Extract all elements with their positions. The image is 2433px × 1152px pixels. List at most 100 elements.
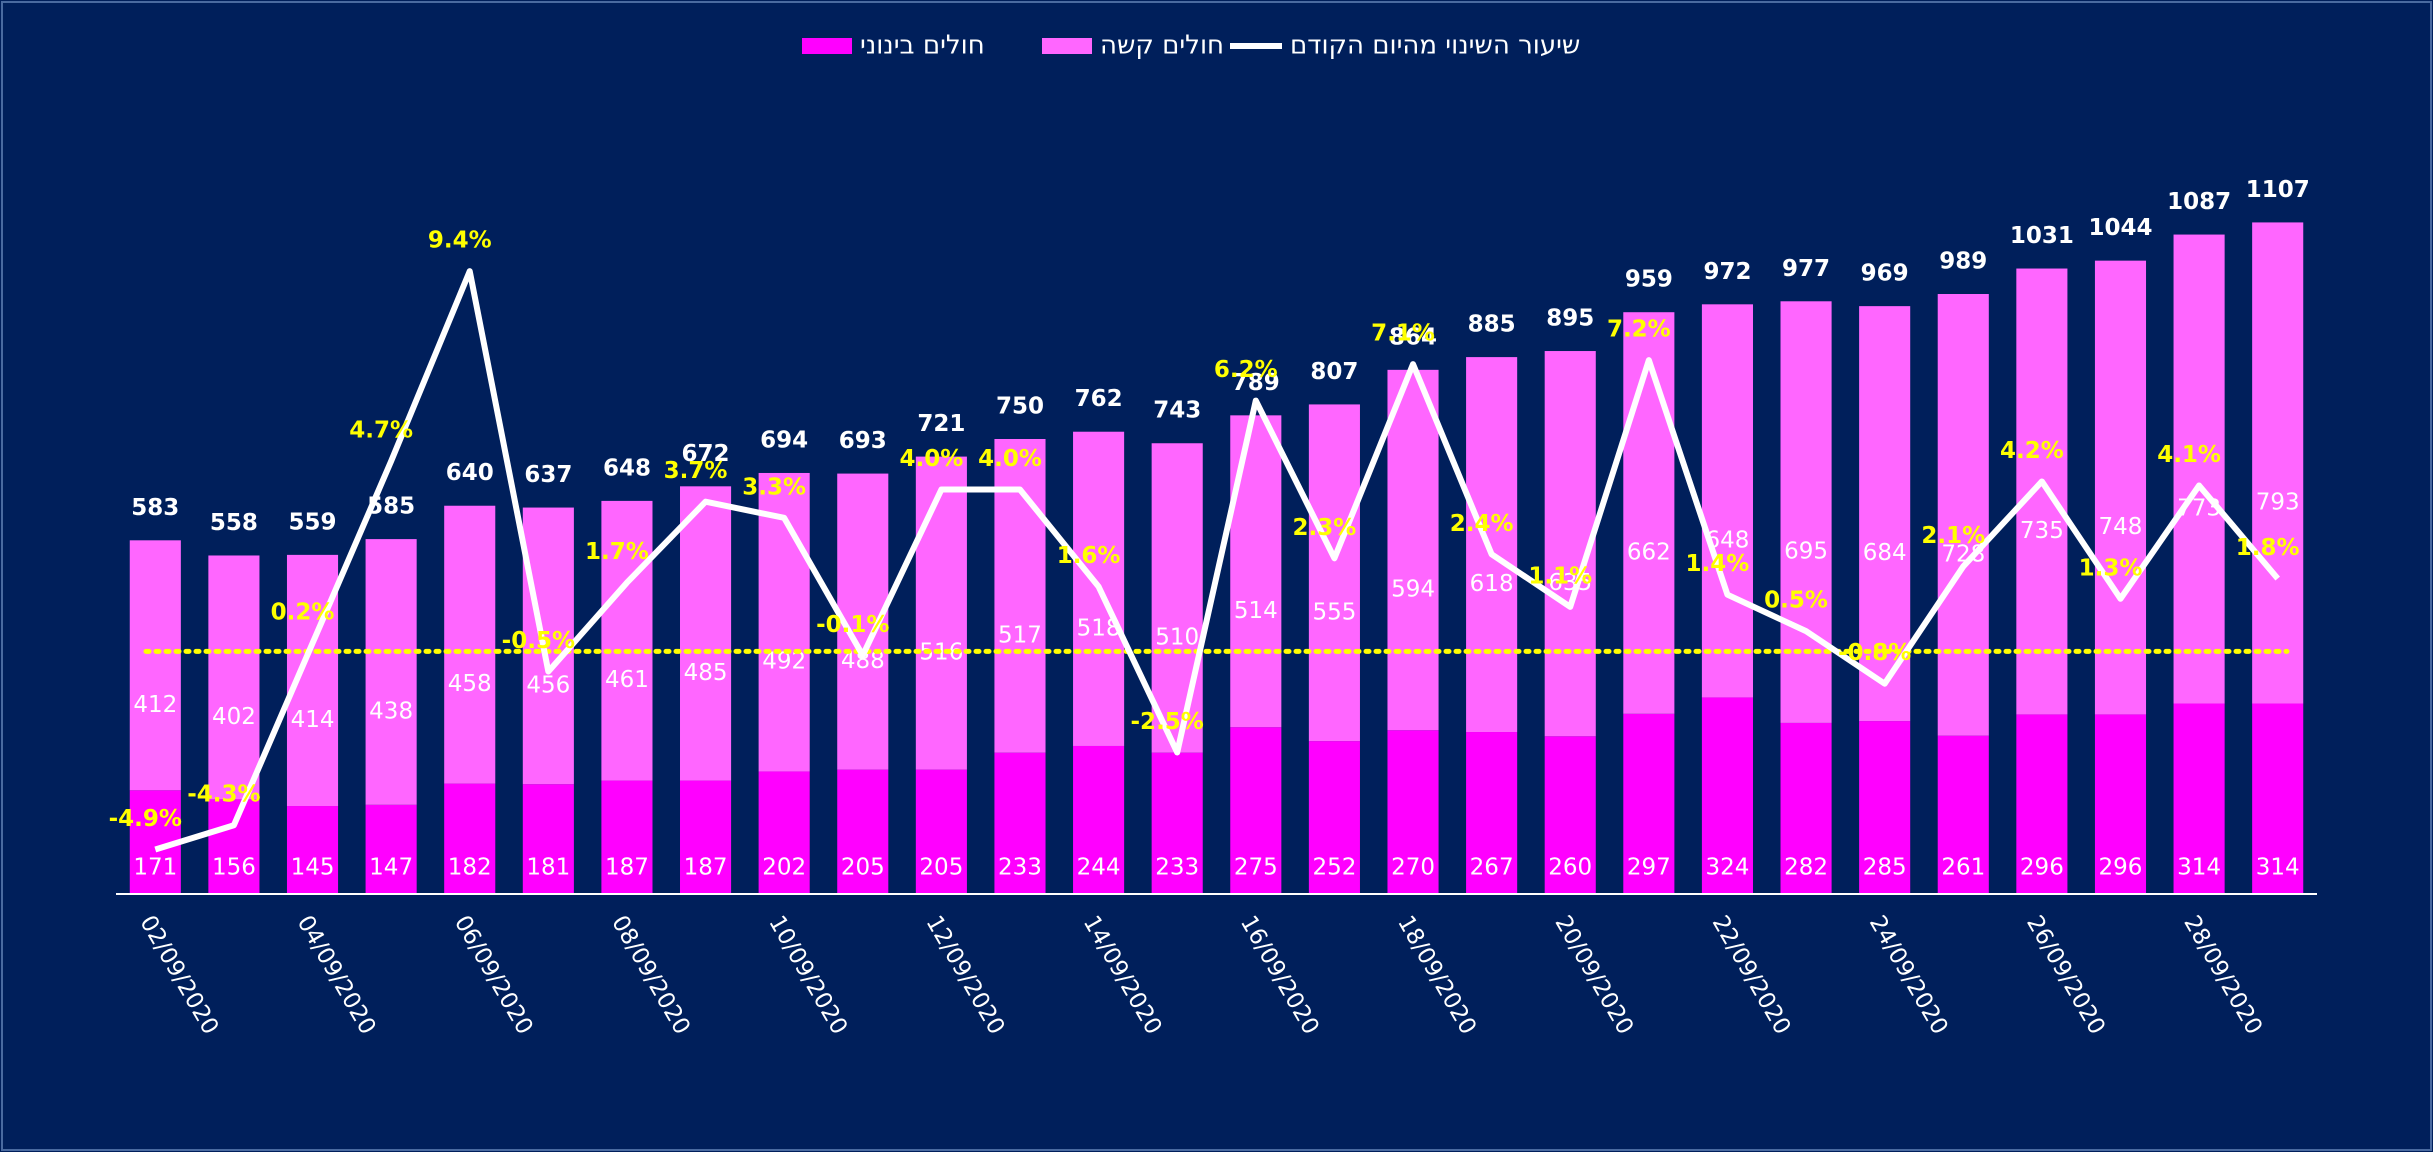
change-label: 0.5% — [1764, 588, 1828, 614]
bar-moderate — [994, 752, 1046, 894]
bar-severe — [2016, 268, 2068, 715]
change-label: 9.4% — [428, 228, 492, 254]
bar-moderate — [1230, 727, 1282, 894]
legend-swatch — [802, 38, 852, 54]
change-label: 4.7% — [349, 418, 413, 444]
bar-severe — [522, 507, 574, 785]
total-label: 969 — [1861, 261, 1909, 287]
legend-label: חולים בינוני — [860, 31, 985, 61]
bar-moderate — [1937, 735, 1989, 894]
total-label: 807 — [1310, 359, 1358, 385]
severe-label: 402 — [212, 704, 256, 730]
total-label: 864 — [1389, 324, 1437, 350]
severe-label: 461 — [605, 667, 649, 693]
change-label: 2.3% — [1293, 515, 1357, 541]
severe-label: 793 — [2256, 489, 2300, 515]
total-label: 972 — [1703, 259, 1751, 285]
moderate-label: 252 — [1312, 855, 1356, 881]
moderate-label: 182 — [448, 855, 492, 881]
total-label: 583 — [131, 495, 179, 521]
moderate-label: 171 — [133, 855, 177, 881]
x-tick-label: 24/09/2020 — [1864, 911, 1953, 1039]
change-line — [154, 268, 2280, 853]
change-label: -0.8% — [1838, 640, 1911, 666]
total-label: 648 — [603, 455, 651, 481]
bar-moderate — [1387, 730, 1439, 894]
moderate-label: 314 — [2256, 855, 2300, 881]
x-tick-label: 28/09/2020 — [2178, 911, 2267, 1039]
total-label: 977 — [1782, 256, 1830, 282]
x-tick-label: 14/09/2020 — [1078, 911, 1167, 1039]
moderate-label: 296 — [2099, 855, 2143, 881]
total-label: 694 — [760, 427, 808, 453]
bar-moderate — [1466, 732, 1518, 894]
severe-label: 412 — [133, 692, 177, 718]
bar-severe — [365, 539, 417, 805]
change-label: 4.1% — [2157, 442, 2221, 468]
moderate-label: 285 — [1863, 855, 1907, 881]
bar-severe — [2173, 234, 2225, 704]
change-label: 7.1% — [1371, 321, 1435, 347]
severe-label: 414 — [291, 707, 335, 733]
severe-label: 517 — [998, 622, 1042, 648]
severe-label: 662 — [1627, 540, 1671, 566]
moderate-label: 187 — [684, 855, 728, 881]
bar-moderate — [2173, 703, 2225, 894]
bar-moderate — [1308, 741, 1360, 894]
x-tick-label: 18/09/2020 — [1392, 911, 1481, 1039]
severe-label: 735 — [2020, 518, 2064, 544]
bar-moderate — [2252, 703, 2304, 894]
moderate-label: 314 — [2177, 855, 2221, 881]
change-label: 3.7% — [664, 458, 728, 484]
bar-severe — [1151, 443, 1203, 753]
moderate-label: 181 — [526, 855, 570, 881]
bar-severe — [601, 500, 653, 781]
bar-severe — [1937, 294, 1989, 736]
bar-moderate — [2094, 714, 2147, 894]
bar-severe — [1308, 404, 1360, 742]
change-label: -2.5% — [1131, 709, 1204, 735]
bar-moderate — [1623, 713, 1675, 894]
total-label: 721 — [917, 411, 965, 437]
legend-swatch — [1042, 38, 1092, 54]
change-label: 4.0% — [899, 446, 963, 472]
moderate-label: 147 — [369, 855, 413, 881]
bar-severe — [2094, 260, 2147, 715]
severe-label: 748 — [2099, 514, 2143, 540]
x-tick-label: 04/09/2020 — [292, 911, 381, 1039]
bar-moderate — [286, 806, 339, 894]
bar-severe — [1623, 312, 1675, 714]
moderate-label: 205 — [841, 855, 885, 881]
x-tick-label: 02/09/2020 — [134, 911, 223, 1039]
x-tick-label: 06/09/2020 — [449, 911, 538, 1039]
bar-moderate — [1859, 721, 1911, 894]
total-label: 743 — [1153, 398, 1201, 424]
change-label: 1.8% — [2236, 535, 2300, 561]
bar-moderate — [1544, 736, 1596, 894]
total-label: 959 — [1625, 267, 1673, 293]
total-label: 640 — [446, 460, 494, 486]
total-label: 789 — [1232, 370, 1280, 396]
x-tick-label: 20/09/2020 — [1549, 911, 1638, 1039]
bar-severe — [444, 505, 496, 784]
change-label: 1.7% — [585, 539, 649, 565]
change-label: 3.3% — [742, 474, 806, 500]
change-label: 2.1% — [1921, 523, 1985, 549]
change-label: -4.3% — [187, 782, 260, 808]
bar-moderate — [758, 771, 810, 894]
severe-label: 485 — [684, 660, 728, 686]
x-tick-label: 22/09/2020 — [1707, 911, 1796, 1039]
change-label: 4.0% — [978, 446, 1042, 472]
moderate-label: 296 — [2020, 855, 2064, 881]
moderate-label: 270 — [1391, 855, 1435, 881]
severe-label: 458 — [448, 671, 492, 697]
total-label: 672 — [682, 441, 730, 467]
severe-label: 594 — [1391, 577, 1435, 603]
change-label: 6.2% — [1214, 357, 1278, 383]
bar-severe — [994, 439, 1046, 753]
moderate-label: 233 — [1155, 855, 1199, 881]
x-tick-label: 10/09/2020 — [763, 911, 852, 1039]
x-tick-label: 12/09/2020 — [921, 911, 1010, 1039]
severe-label: 456 — [526, 672, 570, 698]
bar-moderate — [1073, 745, 1125, 894]
